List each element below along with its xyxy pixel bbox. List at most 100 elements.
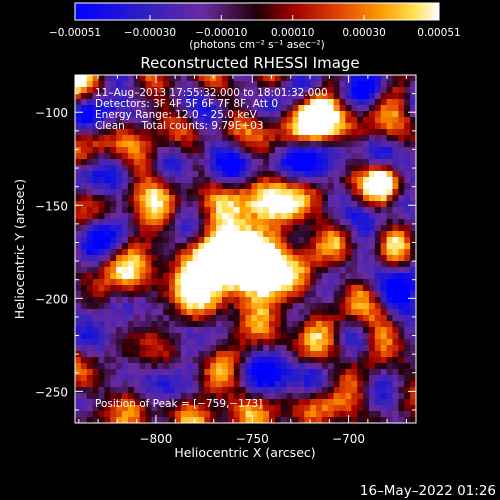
heatmap-cell	[210, 321, 217, 328]
heatmap-cell	[245, 207, 252, 214]
heatmap-cell	[339, 363, 346, 370]
heatmap-cell	[75, 291, 82, 298]
heatmap-cell	[221, 225, 229, 232]
heatmap-cell	[410, 315, 416, 322]
heatmap-cell	[410, 231, 416, 238]
heatmap-cell	[151, 219, 158, 226]
heatmap-cell	[233, 237, 241, 244]
heatmap-cell	[333, 273, 341, 280]
heatmap-cell	[286, 303, 294, 310]
heatmap-cell	[380, 345, 388, 352]
heatmap-cell	[280, 411, 288, 418]
heatmap-cell	[174, 345, 182, 352]
heatmap-cell	[163, 117, 170, 124]
heatmap-cell	[298, 177, 305, 184]
heatmap-cell	[298, 171, 305, 178]
heatmap-cell	[186, 261, 194, 268]
heatmap-cell	[310, 387, 317, 394]
heatmap-cell	[316, 321, 323, 328]
heatmap-cell	[280, 309, 288, 316]
heatmap-cell	[304, 117, 311, 124]
y-axis-ticks: −100−150−200−250	[35, 74, 416, 411]
heatmap-cell	[363, 267, 370, 274]
heatmap-cell	[163, 237, 170, 244]
heatmap-cell	[75, 153, 82, 160]
heatmap-cell	[345, 81, 352, 88]
heatmap-cell	[169, 105, 176, 112]
heatmap-cell	[157, 129, 164, 136]
heatmap-cell	[280, 393, 288, 400]
heatmap-cell	[163, 315, 170, 322]
heatmap-cell	[151, 261, 158, 268]
heatmap-cell	[404, 243, 411, 250]
heatmap-cell	[186, 159, 194, 166]
heatmap-cell	[221, 141, 229, 148]
heatmap-cell	[257, 285, 264, 292]
heatmap-cell	[269, 351, 276, 358]
heatmap-cell	[139, 105, 147, 112]
heatmap-cell	[174, 393, 182, 400]
heatmap-cell	[351, 369, 358, 376]
heatmap-cell	[274, 375, 282, 382]
heatmap-cell	[380, 147, 388, 154]
heatmap-cell	[327, 129, 335, 136]
heatmap-cell	[133, 375, 141, 382]
heatmap-cell	[204, 351, 211, 358]
heatmap-cell	[251, 81, 258, 88]
heatmap-cell	[174, 363, 182, 370]
heatmap-cell	[221, 417, 229, 423]
heatmap-cell	[398, 231, 405, 238]
heatmap-cell	[216, 261, 223, 268]
heatmap-cell	[186, 417, 194, 423]
heatmap-cell	[251, 171, 258, 178]
heatmap-cell	[75, 207, 82, 214]
heatmap-cell	[345, 327, 352, 334]
heatmap-cell	[180, 351, 188, 358]
heatmap-cell	[116, 357, 123, 364]
heatmap-cell	[286, 411, 294, 418]
heatmap-cell	[104, 375, 111, 382]
heatmap-cell	[321, 297, 329, 304]
heatmap-cell	[221, 117, 229, 124]
heatmap-cell	[221, 195, 229, 202]
heatmap-cell	[257, 291, 264, 298]
heatmap-cell	[263, 243, 270, 250]
heatmap-cell	[345, 351, 352, 358]
heatmap-cell	[351, 279, 358, 286]
heatmap-cell	[251, 417, 258, 423]
heatmap-cell	[304, 363, 311, 370]
heatmap-cell	[263, 129, 270, 136]
heatmap-cell	[80, 177, 88, 184]
heatmap-cell	[374, 117, 382, 124]
heatmap-cell	[133, 351, 141, 358]
heatmap-cell	[310, 81, 317, 88]
heatmap-cell	[157, 375, 164, 382]
heatmap-cell	[286, 315, 294, 322]
heatmap-cell	[127, 87, 135, 94]
heatmap-cell	[204, 261, 211, 268]
heatmap-cell	[98, 129, 105, 136]
heatmap-cell	[198, 357, 205, 364]
heatmap-cell	[333, 177, 341, 184]
heatmap-cell	[133, 123, 141, 130]
heatmap-cell	[157, 363, 164, 370]
heatmap-cell	[404, 237, 411, 244]
heatmap-cell	[404, 171, 411, 178]
heatmap-cell	[239, 201, 246, 208]
heatmap-cell	[392, 375, 399, 382]
heatmap-cell	[163, 93, 170, 100]
heatmap-cell	[157, 297, 164, 304]
colorbar-tick-label: 0.00010	[271, 27, 314, 39]
heatmap-cell	[104, 369, 111, 376]
heatmap-cell	[257, 81, 264, 88]
heatmap-cell	[392, 207, 399, 214]
heatmap-cell	[221, 177, 229, 184]
heatmap-cell	[286, 261, 294, 268]
heatmap-cell	[257, 219, 264, 226]
heatmap-cell	[198, 267, 205, 274]
heatmap-cell	[351, 387, 358, 394]
heatmap-cell	[392, 249, 399, 256]
heatmap-cell	[380, 279, 388, 286]
heatmap-cell	[210, 177, 217, 184]
heatmap-cell	[357, 147, 364, 154]
